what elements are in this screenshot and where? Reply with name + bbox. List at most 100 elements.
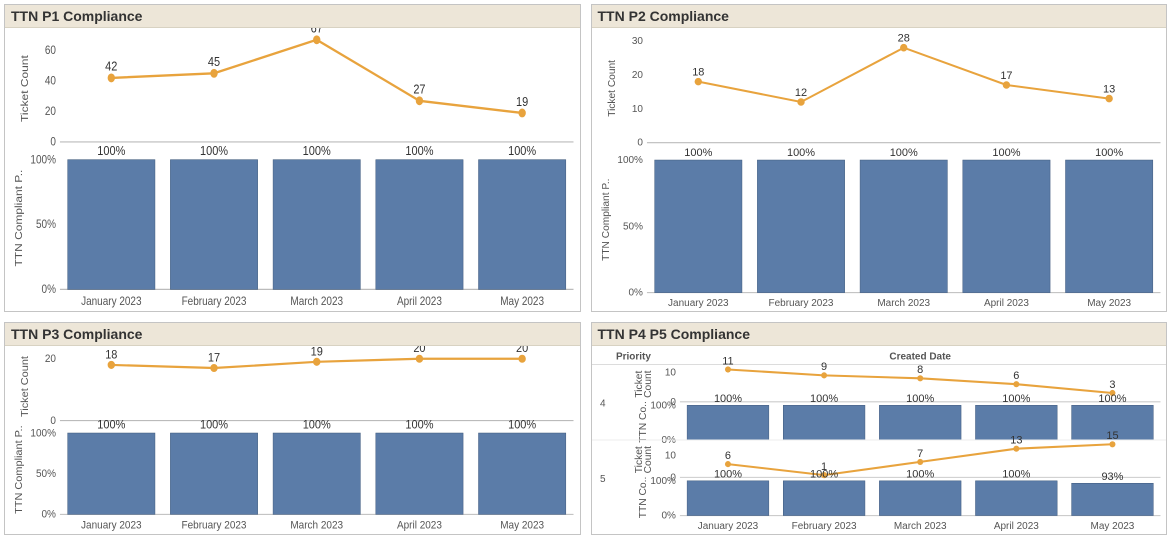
svg-text:0%: 0% <box>42 283 57 296</box>
svg-text:10: 10 <box>664 367 675 378</box>
svg-text:May 2023: May 2023 <box>1090 521 1134 532</box>
svg-text:28: 28 <box>897 32 909 44</box>
svg-text:30: 30 <box>631 36 642 47</box>
svg-text:100%: 100% <box>405 419 433 432</box>
svg-text:100%: 100% <box>1098 393 1126 405</box>
panel-p1-title: TTN P1 Compliance <box>5 5 580 28</box>
svg-text:0: 0 <box>50 136 56 149</box>
svg-text:100%: 100% <box>200 143 228 158</box>
svg-text:8: 8 <box>917 364 923 376</box>
svg-text:20: 20 <box>413 346 425 355</box>
svg-text:10: 10 <box>631 104 642 115</box>
svg-text:100%: 100% <box>97 419 125 432</box>
svg-text:100%: 100% <box>1002 393 1030 405</box>
svg-text:100%: 100% <box>30 428 56 439</box>
svg-text:9: 9 <box>821 361 827 373</box>
svg-text:100%: 100% <box>684 147 712 159</box>
panel-p2: TTN P2 Compliance 0102030Ticket Count181… <box>591 4 1168 312</box>
svg-text:100%: 100% <box>508 143 536 158</box>
svg-text:TTN Co..: TTN Co.. <box>638 401 649 443</box>
svg-text:0: 0 <box>637 138 643 149</box>
svg-text:42: 42 <box>105 59 117 74</box>
chart-p3: 020Ticket Count18171920200%50%100%TTN Co… <box>5 346 580 534</box>
svg-text:10: 10 <box>664 450 675 461</box>
svg-text:12: 12 <box>794 87 806 99</box>
panel-p3: TTN P3 Compliance 020Ticket Count1817192… <box>4 322 581 535</box>
svg-text:0%: 0% <box>42 509 56 520</box>
panel-p4p5-title: TTN P4 P5 Compliance <box>592 323 1167 346</box>
panel-p2-body: 0102030Ticket Count18122817130%50%100%TT… <box>592 28 1167 311</box>
panel-p1-body: 0204060Ticket Count42456727190%50%100%TT… <box>5 28 580 311</box>
svg-text:0: 0 <box>50 415 56 426</box>
svg-text:January 2023: January 2023 <box>81 520 142 531</box>
svg-text:March 2023: March 2023 <box>290 295 343 308</box>
svg-text:40: 40 <box>45 75 56 88</box>
chart-p4p5: PriorityCreated Date4010TicketCount11986… <box>592 346 1167 534</box>
svg-text:TTN Compliant P..: TTN Compliant P.. <box>14 170 25 267</box>
svg-text:TTN Compliant P..: TTN Compliant P.. <box>14 425 24 513</box>
svg-text:100%: 100% <box>786 147 814 159</box>
svg-text:100%: 100% <box>617 155 643 166</box>
svg-text:January 2023: January 2023 <box>697 521 758 532</box>
svg-text:April 2023: April 2023 <box>397 520 442 531</box>
panel-p3-body: 020Ticket Count18171920200%50%100%TTN Co… <box>5 346 580 534</box>
svg-text:100%: 100% <box>200 419 228 432</box>
svg-text:18: 18 <box>105 349 117 362</box>
svg-text:Count: Count <box>643 370 654 398</box>
svg-text:6: 6 <box>1013 370 1019 382</box>
svg-text:13: 13 <box>1010 434 1022 446</box>
svg-text:100%: 100% <box>1002 469 1030 481</box>
svg-text:45: 45 <box>208 54 220 69</box>
dashboard-grid: TTN P1 Compliance 0204060Ticket Count424… <box>0 0 1171 539</box>
svg-text:17: 17 <box>208 352 220 365</box>
svg-text:March 2023: March 2023 <box>877 298 930 309</box>
svg-text:100%: 100% <box>992 147 1020 159</box>
svg-text:May 2023: May 2023 <box>1087 298 1131 309</box>
svg-text:100%: 100% <box>1095 147 1123 159</box>
svg-text:April 2023: April 2023 <box>397 295 442 308</box>
svg-text:27: 27 <box>413 82 425 97</box>
svg-text:100%: 100% <box>713 393 741 405</box>
svg-text:100%: 100% <box>906 469 934 481</box>
svg-text:March 2023: March 2023 <box>893 521 946 532</box>
svg-text:March 2023: March 2023 <box>290 520 343 531</box>
svg-text:100%: 100% <box>30 154 56 167</box>
svg-text:100%: 100% <box>906 393 934 405</box>
svg-text:TTN Compliant P..: TTN Compliant P.. <box>601 179 612 261</box>
svg-text:Created Date: Created Date <box>889 351 951 362</box>
svg-text:20: 20 <box>45 105 56 118</box>
svg-text:11: 11 <box>722 355 733 367</box>
svg-text:February 2023: February 2023 <box>182 295 247 308</box>
svg-text:0%: 0% <box>628 288 642 299</box>
svg-text:3: 3 <box>1109 379 1115 391</box>
svg-text:19: 19 <box>311 346 323 358</box>
svg-text:5: 5 <box>599 474 605 485</box>
svg-text:100%: 100% <box>810 469 838 481</box>
svg-text:100%: 100% <box>713 469 741 481</box>
panel-p4p5: TTN P4 P5 Compliance Priority Created Dat… <box>591 322 1168 535</box>
svg-text:February 2023: February 2023 <box>791 521 856 532</box>
svg-text:TTN Co..: TTN Co.. <box>638 477 649 519</box>
svg-text:20: 20 <box>45 354 56 365</box>
svg-text:0%: 0% <box>661 510 675 521</box>
svg-text:50%: 50% <box>36 218 56 231</box>
svg-text:19: 19 <box>516 94 528 109</box>
svg-text:100%: 100% <box>97 143 125 158</box>
svg-text:0%: 0% <box>661 435 675 446</box>
svg-text:100%: 100% <box>508 419 536 432</box>
svg-text:20: 20 <box>516 346 528 355</box>
panel-p4p5-body: PriorityCreated Date4010TicketCount11986… <box>592 346 1167 534</box>
svg-text:60: 60 <box>45 44 56 57</box>
svg-text:Priority: Priority <box>615 351 650 362</box>
svg-text:100%: 100% <box>810 393 838 405</box>
chart-p2: 0102030Ticket Count18122817130%50%100%TT… <box>592 28 1167 311</box>
svg-text:February 2023: February 2023 <box>182 520 247 531</box>
svg-text:18: 18 <box>692 66 704 78</box>
svg-text:15: 15 <box>1106 430 1118 442</box>
svg-text:100%: 100% <box>650 476 676 487</box>
svg-text:93%: 93% <box>1101 471 1123 483</box>
svg-text:February 2023: February 2023 <box>768 298 833 309</box>
svg-text:50%: 50% <box>36 469 56 480</box>
svg-text:7: 7 <box>917 448 923 460</box>
svg-text:April 2023: April 2023 <box>983 298 1028 309</box>
